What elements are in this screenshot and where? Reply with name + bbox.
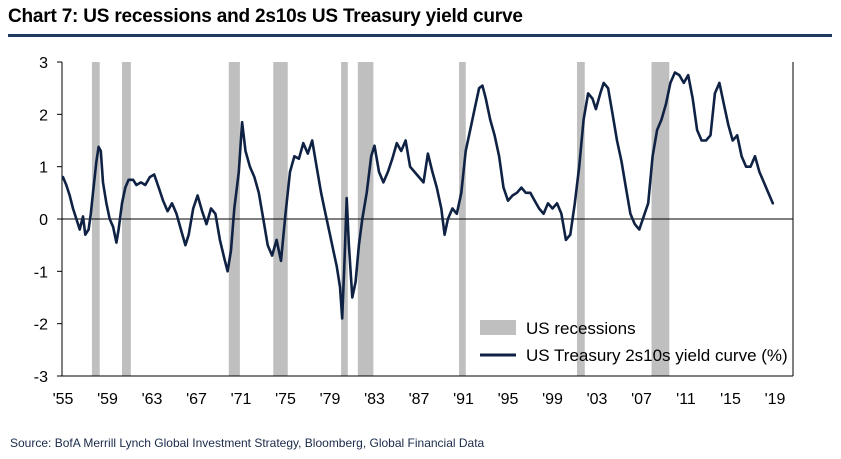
x-tick-label: '95 bbox=[498, 391, 519, 408]
legend-swatch-recessions bbox=[480, 320, 516, 335]
y-tick-label: 2 bbox=[39, 107, 48, 124]
title-underline bbox=[8, 34, 832, 37]
tick-labels: 3 2 1 0 -1 -2 -3 '55 '59 '63 '67 '71 '75 '79 '83 '87 '91… bbox=[34, 55, 786, 408]
axes bbox=[57, 61, 794, 377]
y-tick-label: -1 bbox=[34, 264, 48, 281]
x-tick-label: '03 bbox=[587, 391, 608, 408]
source-note: Source: BofA Merrill Lynch Global Invest… bbox=[10, 436, 485, 450]
x-tick-label: '91 bbox=[453, 391, 474, 408]
x-tick-label: '55 bbox=[53, 391, 74, 408]
x-tick-label: '63 bbox=[142, 391, 163, 408]
y-tick-label: -3 bbox=[34, 369, 48, 386]
y-tick-label: 3 bbox=[39, 55, 48, 72]
chart-title: Chart 7: US recessions and 2s10s US Trea… bbox=[8, 6, 523, 27]
legend: US recessions US Treasury 2s10s yield cu… bbox=[480, 319, 788, 365]
legend-label-yield-curve: US Treasury 2s10s yield curve (%) bbox=[526, 346, 788, 365]
x-tick-label: '71 bbox=[231, 391, 252, 408]
y-tick-label: 0 bbox=[39, 212, 48, 229]
x-tick-label: '79 bbox=[320, 391, 341, 408]
x-tick-label: '19 bbox=[765, 391, 786, 408]
x-tick-label: '15 bbox=[720, 391, 741, 408]
x-tick-label: '87 bbox=[409, 391, 430, 408]
x-tick-label: '59 bbox=[97, 391, 118, 408]
x-tick-label: '11 bbox=[676, 391, 696, 408]
series-line-yield-curve bbox=[61, 71, 775, 320]
y-tick-label: -2 bbox=[34, 317, 48, 334]
x-tick-label: '67 bbox=[186, 391, 207, 408]
x-tick-label: '99 bbox=[542, 391, 563, 408]
x-tick-label: '83 bbox=[364, 391, 385, 408]
y-tick-label: 1 bbox=[39, 160, 48, 177]
x-tick-label: '75 bbox=[275, 391, 296, 408]
x-tick-label: '07 bbox=[631, 391, 652, 408]
series-layer bbox=[61, 71, 775, 320]
legend-label-recessions: US recessions bbox=[526, 319, 636, 338]
